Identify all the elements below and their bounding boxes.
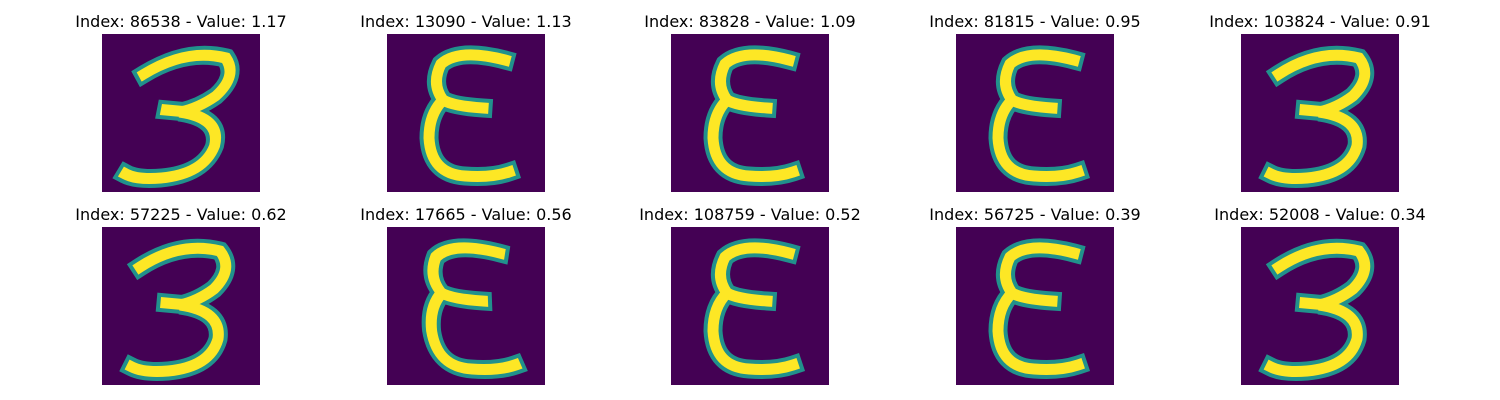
panel-title: Index: 83828 - Value: 1.09 (644, 12, 856, 31)
panel-title: Index: 108759 - Value: 0.52 (639, 205, 861, 224)
digit-stroke (1263, 49, 1371, 184)
panel-title: Index: 81815 - Value: 0.95 (929, 12, 1141, 31)
digit-image (671, 227, 829, 385)
digit-image (387, 227, 545, 385)
panel-title: Index: 103824 - Value: 0.91 (1209, 12, 1431, 31)
digit-stroke (117, 49, 236, 184)
panel-title: Index: 57225 - Value: 0.62 (75, 205, 287, 224)
digit-image (387, 34, 545, 192)
digit-stroke (423, 49, 516, 182)
panel-title: Index: 56725 - Value: 0.39 (929, 205, 1141, 224)
panel-title: Index: 13090 - Value: 1.13 (360, 12, 572, 31)
digit-image (102, 34, 260, 192)
panel-title: Index: 86538 - Value: 1.17 (75, 12, 287, 31)
panel-title: Index: 52008 - Value: 0.34 (1214, 205, 1426, 224)
digit-image (1241, 227, 1399, 385)
digit-stroke (425, 242, 523, 375)
digit-image (1241, 34, 1399, 192)
digit-stroke (707, 242, 800, 375)
digit-image (102, 227, 260, 385)
digit-stroke (1263, 242, 1371, 377)
digit-image (956, 227, 1114, 385)
digit-stroke (707, 49, 800, 182)
panel-title: Index: 17665 - Value: 0.56 (360, 205, 572, 224)
digit-stroke (124, 242, 232, 377)
digit-stroke (992, 242, 1085, 375)
digit-stroke (992, 49, 1085, 182)
digit-image (671, 34, 829, 192)
digit-image (956, 34, 1114, 192)
